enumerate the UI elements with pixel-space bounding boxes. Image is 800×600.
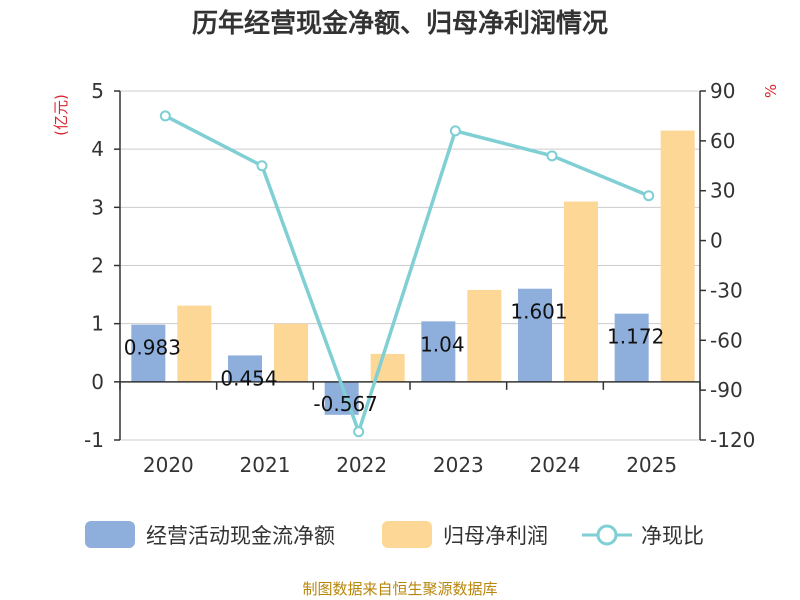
ratio-point bbox=[353, 426, 365, 438]
bar-cashflow bbox=[614, 313, 649, 382]
right-tick-label: -60 bbox=[710, 328, 743, 352]
left-tick-label: 3 bbox=[91, 195, 104, 219]
axes bbox=[114, 90, 706, 441]
x-tick-label: 2023 bbox=[433, 453, 484, 477]
legend-swatch-ratio-marker bbox=[596, 524, 618, 546]
gridlines bbox=[120, 90, 700, 441]
left-axis-unit: (亿元) bbox=[52, 94, 70, 136]
right-tick-label: -120 bbox=[710, 428, 755, 452]
right-tick-label: -90 bbox=[710, 378, 743, 402]
tick-labels: -1 0 1 2 3 4 5 -120 -90 -60 -30 0 30 60 90 2020 2021 2022… bbox=[84, 79, 755, 477]
x-tick-label: 2021 bbox=[240, 453, 291, 477]
legend-label-cashflow: 经营活动现金流净额 bbox=[146, 524, 335, 548]
data-label-cashflow: -0.567 bbox=[313, 392, 377, 416]
legend-swatch-profit bbox=[382, 521, 432, 548]
right-tick-label: -30 bbox=[710, 278, 743, 302]
left-tick-label: -1 bbox=[84, 428, 104, 452]
right-tick-label: 90 bbox=[710, 79, 735, 103]
left-tick-label: 4 bbox=[91, 137, 104, 161]
ratio-line bbox=[159, 110, 655, 438]
ratio-point bbox=[256, 160, 268, 172]
ratio-series-line bbox=[164, 114, 650, 438]
legend: 经营活动现金流净额 归母净利润 净现比 bbox=[85, 521, 704, 548]
left-tick-label: 2 bbox=[91, 254, 104, 278]
right-tick-label: 0 bbox=[710, 229, 723, 253]
ratio-point bbox=[449, 125, 461, 137]
x-tick-label: 2022 bbox=[336, 453, 387, 477]
data-labels: 0.983 0.454 -0.567 1.04 1.601 1.172 bbox=[124, 300, 665, 416]
right-axis-unit: % bbox=[762, 84, 780, 98]
right-tick-label: 60 bbox=[710, 129, 735, 153]
bar-profit bbox=[467, 289, 502, 382]
bar-cashflow bbox=[518, 288, 552, 382]
x-tick-label: 2025 bbox=[626, 453, 677, 477]
ratio-point bbox=[643, 190, 655, 202]
ratio-point bbox=[159, 110, 171, 122]
x-tick-label: 2020 bbox=[143, 453, 194, 477]
bar-cashflow bbox=[131, 324, 166, 382]
source-note: 制图数据来自恒生聚源数据库 bbox=[302, 580, 497, 598]
data-label-cashflow: 0.454 bbox=[220, 366, 277, 390]
right-tick-label: 30 bbox=[710, 179, 735, 203]
legend-label-ratio: 净现比 bbox=[641, 524, 704, 548]
x-tick-label: 2024 bbox=[530, 453, 581, 477]
bar-profit bbox=[177, 305, 212, 382]
bars bbox=[131, 130, 695, 415]
data-label-cashflow: 1.04 bbox=[420, 332, 465, 356]
bar-cashflow bbox=[228, 355, 262, 382]
data-label-cashflow: 1.172 bbox=[607, 325, 664, 349]
chart-title: 历年经营现金净额、归母净利润情况 bbox=[192, 8, 608, 39]
data-label-cashflow: 0.983 bbox=[124, 336, 181, 360]
bar-profit bbox=[564, 201, 598, 382]
data-label-cashflow: 1.601 bbox=[510, 300, 567, 324]
bar-profit bbox=[274, 323, 308, 382]
legend-swatch-cashflow bbox=[85, 521, 135, 548]
left-tick-label: 5 bbox=[91, 79, 104, 103]
ratio-point bbox=[546, 150, 558, 162]
bar-profit bbox=[660, 130, 695, 382]
legend-label-profit: 归母净利润 bbox=[443, 524, 548, 548]
left-tick-label: 1 bbox=[91, 312, 104, 336]
left-tick-label: 0 bbox=[91, 370, 104, 394]
bar-cashflow bbox=[421, 321, 456, 382]
